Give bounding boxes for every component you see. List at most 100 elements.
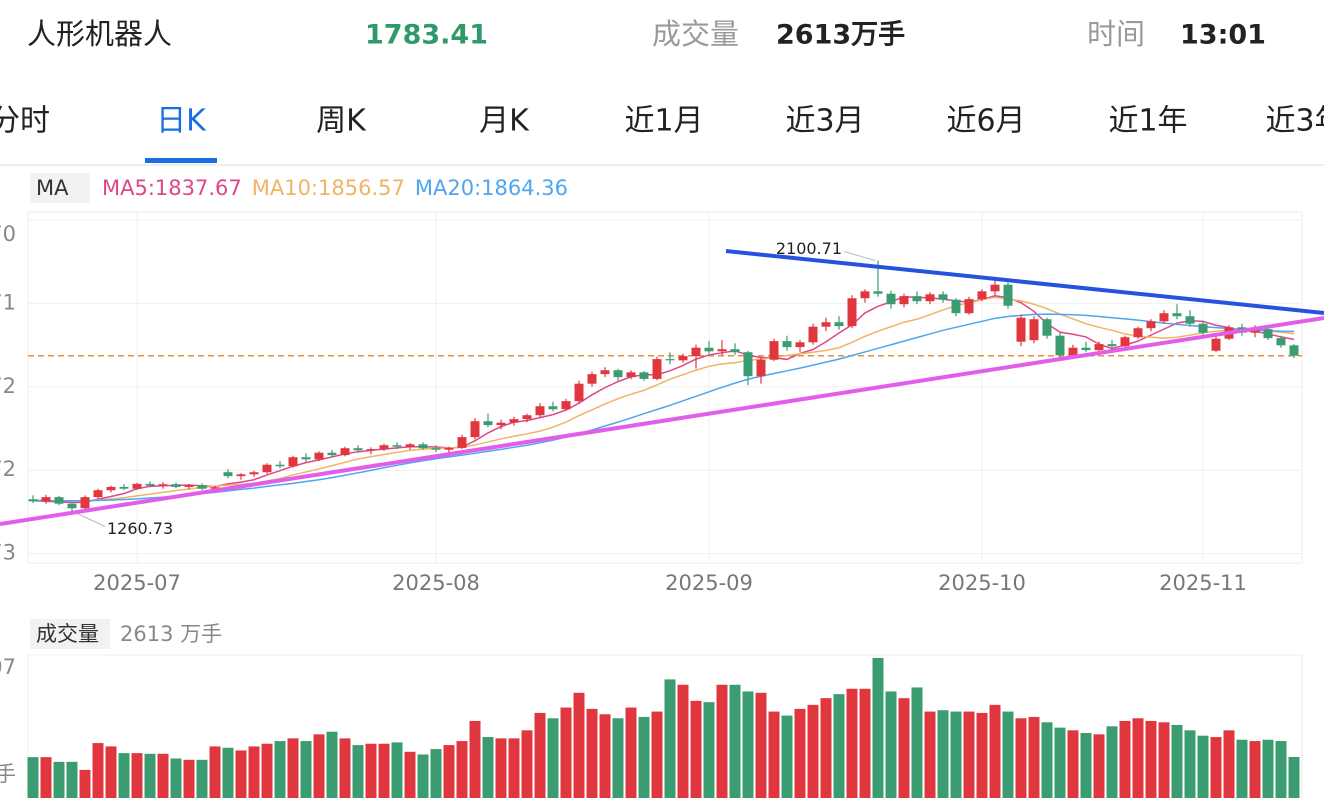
volume-bar	[534, 712, 546, 798]
candle-body	[1172, 313, 1182, 317]
price-frame	[27, 211, 1303, 564]
legend: MA5:1837.67 MA10:1856.57 MA20:1864.36	[102, 176, 568, 200]
volume-bar	[560, 707, 572, 798]
candle-body	[171, 484, 181, 487]
candle-body	[834, 322, 844, 327]
volume-bar	[339, 738, 351, 798]
trend-line-upper	[725, 249, 1324, 315]
candle-body	[340, 448, 350, 456]
candle-body	[522, 415, 532, 420]
candle-body	[249, 472, 259, 475]
volume-bar	[924, 711, 936, 798]
volume-bar	[547, 718, 559, 798]
volume-bar	[1197, 735, 1209, 798]
candle-body	[392, 445, 402, 447]
volume-bar	[27, 757, 39, 798]
volume-bar	[807, 704, 819, 798]
volume-bar	[1210, 737, 1222, 798]
volume-bar	[638, 716, 650, 798]
volume-bar	[482, 737, 494, 798]
tab[interactable]: 近6月	[946, 104, 1025, 139]
candle-body	[899, 296, 909, 305]
volume-bar	[989, 704, 1001, 798]
candle-body	[509, 419, 519, 423]
ma-line	[32, 296, 1295, 502]
candle-body	[886, 293, 896, 305]
candle-body	[483, 421, 493, 426]
ma-line	[32, 295, 1295, 504]
volume-bar	[170, 758, 182, 798]
tab[interactable]: 月K	[479, 104, 530, 139]
tab[interactable]: 近1月	[624, 104, 703, 139]
volume-chart: 07 手	[0, 655, 1300, 798]
candle-body	[1055, 335, 1065, 356]
volume-bar	[1236, 739, 1248, 798]
volume-bar	[846, 688, 858, 798]
candle-body	[353, 448, 363, 451]
candle-body	[1120, 337, 1130, 347]
candle-body	[1068, 347, 1078, 356]
volume-bar	[53, 761, 65, 798]
candle-body	[158, 484, 168, 486]
tab[interactable]: 近3月	[785, 104, 864, 139]
tab[interactable]: 日K	[156, 104, 207, 139]
volume-bar	[79, 769, 91, 798]
candle-body	[1250, 329, 1260, 333]
candle-body	[951, 299, 961, 314]
candle-body	[210, 487, 220, 489]
volume-bar	[729, 684, 741, 798]
volume-bar	[859, 688, 871, 798]
price: 1783.41	[365, 20, 488, 51]
candle-body	[639, 372, 649, 379]
volume-bar	[586, 708, 598, 798]
candle-body	[262, 464, 272, 473]
volume-bar	[612, 718, 624, 798]
tab[interactable]: 周K	[316, 104, 367, 139]
x-tick-label: 2025-11	[1159, 571, 1247, 595]
tab[interactable]: 近1年	[1108, 104, 1187, 139]
tab[interactable]: 近3年	[1265, 104, 1324, 139]
volume: 2613万手	[776, 20, 905, 51]
volume-bar	[456, 741, 468, 798]
candle-body	[964, 299, 974, 314]
candle-body	[379, 445, 389, 450]
volume-bar	[417, 754, 429, 798]
volume-bar	[469, 720, 481, 798]
candle-body	[665, 359, 675, 361]
ma-line	[33, 313, 1295, 502]
tab[interactable]: 分时	[0, 104, 50, 139]
legend-entry: MA5:1837.67	[102, 176, 242, 200]
candle-body	[925, 294, 935, 302]
volume-bar	[781, 715, 793, 798]
y-tick-label: 71	[0, 290, 16, 314]
volume-bar	[326, 731, 338, 798]
candle-body	[119, 486, 129, 489]
candle-body	[873, 291, 883, 294]
volume-bar	[1262, 739, 1274, 798]
candle-body	[1029, 319, 1039, 341]
volume-bar	[1015, 718, 1027, 798]
annotation-connector	[74, 512, 106, 527]
tab-indicator	[145, 158, 217, 163]
volume-bar	[1054, 727, 1066, 798]
candle-body	[691, 347, 701, 357]
volume-bar	[287, 738, 299, 798]
volume-bar	[1119, 720, 1131, 798]
candle-body	[197, 485, 207, 489]
volume-bar	[885, 691, 897, 798]
volume-bar	[1249, 741, 1261, 798]
volume-bar	[820, 698, 832, 798]
candle-body	[93, 490, 103, 498]
legend-title: MA	[36, 176, 69, 200]
candle-body	[730, 349, 740, 353]
candle-body	[847, 298, 857, 327]
x-tick-label: 2025-07	[93, 571, 181, 595]
candle-body	[1003, 284, 1013, 306]
volume-bar	[1080, 733, 1092, 798]
candle-body	[366, 449, 376, 451]
volume-bar	[261, 743, 273, 798]
volume-bar	[976, 712, 988, 798]
x-tick-label: 2025-09	[665, 571, 753, 595]
